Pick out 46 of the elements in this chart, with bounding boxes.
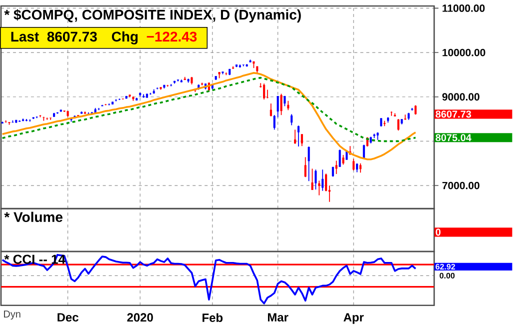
- candlestick: [280, 93, 282, 116]
- candlestick: [308, 146, 310, 182]
- annotation: −122.43: [146, 32, 197, 42]
- x-tick-label: Dec: [58, 313, 78, 322]
- candlestick: [297, 125, 300, 147]
- y-tick-label: 7000.00: [442, 182, 480, 190]
- candlestick: [362, 144, 365, 158]
- annotation: Chg: [112, 31, 138, 44]
- candlestick: [276, 95, 279, 118]
- candlestick: [338, 149, 341, 168]
- y-tick-label: 11000.00: [442, 4, 485, 12]
- candlestick: [335, 160, 338, 174]
- candlestick: [290, 114, 293, 126]
- candlestick: [322, 169, 324, 192]
- candlestick: [352, 158, 355, 171]
- candlestick: [318, 180, 320, 196]
- candlestick: [50, 117, 52, 120]
- candlestick: [390, 110, 392, 116]
- candlestick: [273, 114, 276, 130]
- x-tick-label: Mar: [268, 313, 288, 322]
- candlestick: [397, 118, 400, 131]
- candlestick: [266, 89, 269, 99]
- candlestick: [270, 102, 272, 117]
- candlestick: [294, 129, 296, 144]
- candlestick: [287, 100, 290, 111]
- chart-title: * $COMPQ, COMPOSITE INDEX, D (Dynamic): [4, 9, 301, 22]
- annotation: 8607.73: [47, 32, 97, 42]
- text: 0: [436, 228, 441, 236]
- y-tick-label: 10000.00: [442, 48, 486, 56]
- candlestick: [304, 156, 306, 178]
- candlestick: [46, 117, 48, 120]
- text: 8607.73: [436, 110, 472, 118]
- text: 8075.04: [436, 134, 472, 142]
- text: Dyn: [4, 310, 20, 320]
- x-tick-label: Apr: [344, 313, 364, 324]
- candlestick: [342, 154, 344, 166]
- candlestick: [314, 169, 317, 190]
- x-tick-label: 2020: [127, 313, 153, 322]
- x-tick-label: Feb: [202, 313, 223, 322]
- candlestick: [311, 168, 314, 190]
- candlestick: [325, 173, 328, 192]
- annotation: Last: [11, 32, 39, 42]
- y-tick-label: 9000.00: [442, 93, 480, 100]
- text: * Volume: [4, 212, 62, 222]
- candlestick: [359, 162, 362, 174]
- candlestick: [263, 83, 266, 100]
